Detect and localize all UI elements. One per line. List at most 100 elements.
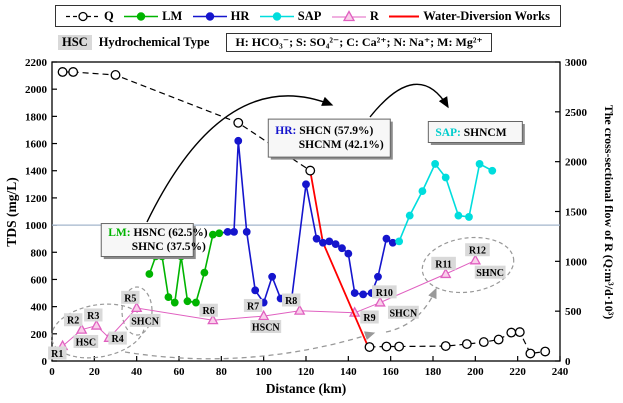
point-label-shcn: SHCN: [387, 305, 419, 319]
series-lm-point: [208, 230, 217, 239]
series-lm-point: [170, 298, 179, 307]
point-label-text: R3: [87, 311, 99, 322]
point-label-text: R4: [111, 334, 123, 345]
legend-item-lm: LM: [124, 9, 182, 24]
point-label-hscn: HSCN: [250, 320, 282, 334]
q-point: [57, 67, 68, 77]
y-left-tick-label: 1600: [25, 139, 48, 151]
annotation-box-frame: [427, 120, 523, 143]
series-sap-point: [475, 160, 484, 168]
series-lm-point: [164, 293, 173, 302]
q-point: [514, 327, 525, 338]
point-label-bg: [48, 346, 67, 360]
y-right-tick-label: 500: [565, 306, 582, 318]
series-hr-point: [268, 272, 277, 281]
x-tick-label: 140: [340, 366, 357, 378]
data-layer: [56, 67, 551, 359]
y-left-tick-label: 1200: [25, 193, 48, 205]
annotation-box-lm: LM: HSNC (62.5%) SHNC (37.5%): [100, 223, 208, 260]
point-label-bg: [372, 285, 397, 299]
series-lm-point: [183, 297, 192, 306]
point-label-text: R6: [203, 306, 215, 317]
annotation-box-hr: HR: SHCN (57.9%) SHCNM (42.1%): [267, 118, 393, 160]
series-lm-point: [192, 298, 200, 307]
point-label-bg: [84, 308, 103, 322]
point-label-r7: R7: [243, 298, 263, 312]
legend-marker-q: [66, 11, 100, 21]
y-left-tick-label: 1000: [25, 220, 48, 232]
r-point: [293, 304, 306, 315]
hydrochemical-type-chip: HSC: [58, 34, 92, 50]
point-label-r5: R5: [121, 290, 140, 304]
series-lm-point: [200, 268, 209, 277]
point-label-r9: R9: [360, 310, 379, 324]
point-label-text: SHNC: [476, 268, 504, 279]
series-sap-point: [454, 211, 463, 220]
annotation-text-line2: SHCNM (42.1%): [299, 139, 384, 151]
series-sap-point: [405, 211, 414, 220]
point-label-text: R12: [469, 246, 486, 257]
series-hr-line: [219, 140, 394, 305]
point-label-text: R5: [124, 293, 136, 304]
r-point: [257, 309, 270, 321]
x-tick-label: 100: [255, 366, 272, 378]
series-hr-point: [374, 272, 382, 281]
point-label-r2: R2: [63, 313, 83, 327]
x-tick-label: 80: [216, 366, 228, 378]
series-hr-point: [234, 136, 243, 145]
legend-marker-lm: [124, 11, 159, 21]
y-right-tick-label: 2000: [565, 157, 588, 169]
y-right-tick-label: 0: [565, 356, 571, 368]
legend-item-label: Water-Diversion Works: [423, 8, 550, 23]
point-label-bg: [360, 310, 379, 324]
q-point: [506, 327, 517, 338]
point-label-bg: [387, 305, 419, 319]
annotation-box-frame: [267, 118, 391, 158]
y-left-tick-label: 800: [31, 247, 48, 259]
series-sap-point: [465, 213, 473, 221]
point-label-text: R8: [285, 296, 297, 307]
point-label-bg: [250, 320, 282, 334]
annotation-text-line1: LM: HSNC (62.5%): [108, 227, 208, 239]
series-hr-point: [338, 244, 346, 253]
point-label-bg: [63, 313, 83, 327]
y-axis-title-right: The cross-sectional flow of R (Q:m³/d·10…: [602, 105, 616, 320]
series-hr-point: [302, 180, 310, 189]
point-label-r3: R3: [84, 308, 103, 322]
legend-item-label: SAP: [297, 8, 322, 23]
y-left-tick-label: 2000: [25, 84, 48, 96]
series-hr-point: [230, 227, 238, 236]
point-label-text: SHCN: [131, 316, 160, 327]
series-sap-point: [488, 166, 497, 175]
series-lm-point: [145, 270, 154, 278]
x-tick-label: 240: [552, 366, 569, 378]
annotation-text-line2: SHNC (37.5%): [132, 241, 206, 253]
point-label-text: SHCN: [389, 308, 418, 319]
y-left-tick-label: 200: [31, 329, 48, 341]
point-label-text: HSCN: [252, 323, 281, 334]
point-label-bg: [465, 243, 490, 257]
q-point: [440, 341, 451, 352]
q-point: [233, 117, 244, 128]
legend-item-q: Q: [66, 9, 114, 24]
series-hr-point: [312, 234, 321, 243]
annotation-layer: R1 R2 R3 R4 HSC R5 SHCN R6 R7 HSCN R8 R9 SHCN R10 R11 R…: [48, 83, 525, 360]
q-point: [68, 67, 79, 77]
point-label-bg: [73, 334, 99, 348]
q-point: [305, 165, 316, 176]
y-axis-title-left: TDS (mg/L): [4, 177, 19, 246]
point-label-r12: R12: [465, 243, 490, 257]
y-left-tick-label: 1800: [25, 111, 48, 123]
point-label-shcn: SHCN: [129, 313, 161, 327]
legend-item-label: LM: [162, 8, 183, 23]
r-point: [374, 296, 386, 307]
series-hr-point: [251, 286, 260, 295]
q-point: [478, 337, 489, 348]
series-hr-point: [388, 238, 397, 247]
r-point: [75, 323, 88, 334]
q-point: [110, 70, 121, 80]
group-ellipse: [421, 236, 515, 294]
legend-marker-sap: [259, 11, 294, 21]
